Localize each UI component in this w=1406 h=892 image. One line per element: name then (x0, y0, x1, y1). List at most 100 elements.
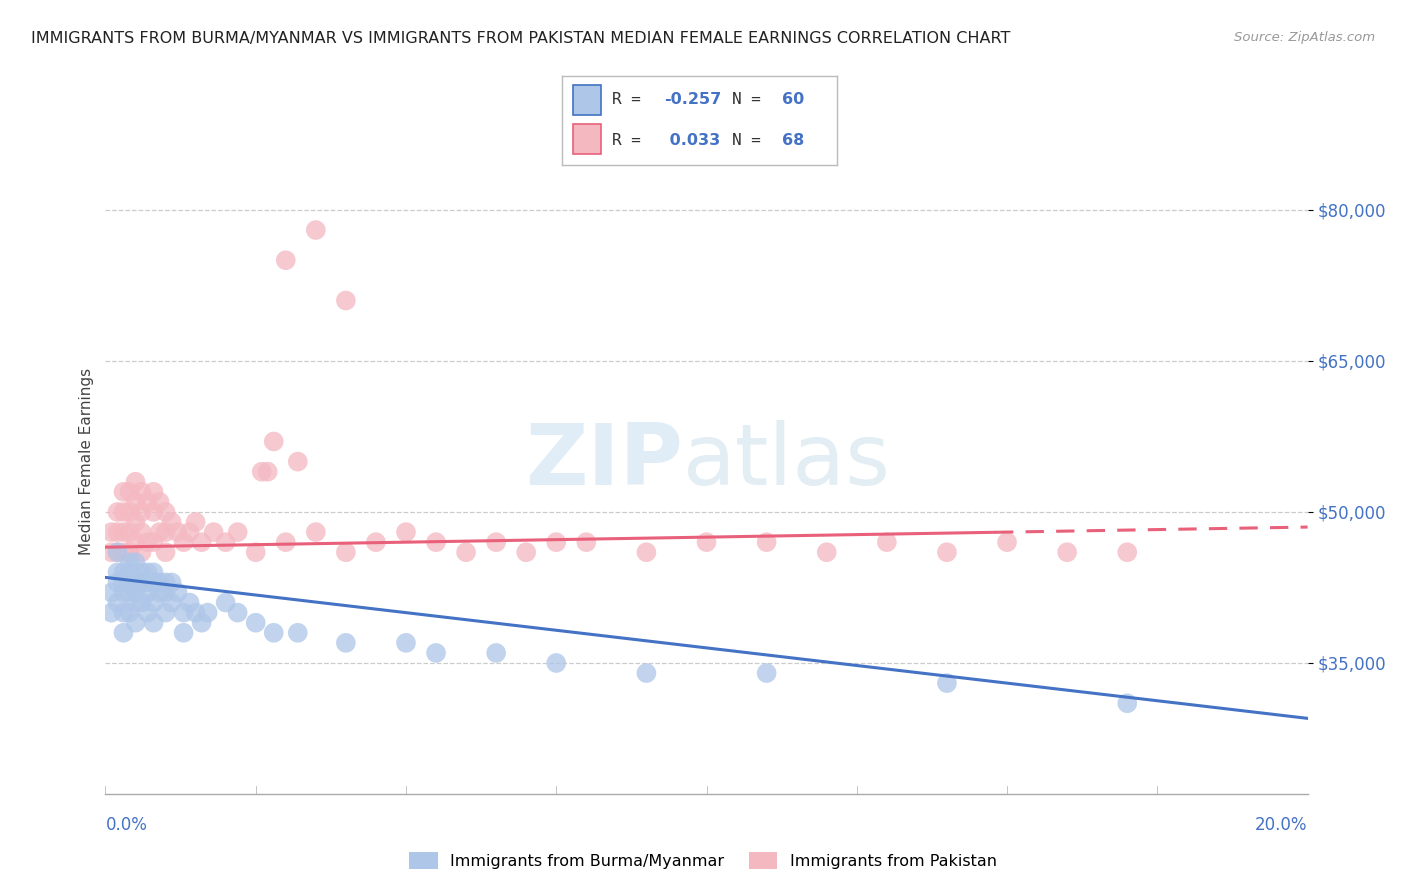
Point (454, 545, 477, 559)
Point (131, 575, 153, 590)
Point (305, 223, 328, 237)
Point (124, 495, 146, 509)
Y-axis label: Median Female Earnings: Median Female Earnings (79, 368, 94, 555)
Point (118, 585, 141, 599)
Point (136, 535, 159, 549)
Point (184, 606, 207, 620)
Point (155, 606, 177, 620)
Point (124, 475, 146, 489)
Point (118, 566, 141, 580)
Point (755, 666, 778, 681)
Point (160, 515, 183, 529)
Point (425, 646, 447, 660)
Point (107, 525, 129, 540)
Point (160, 575, 183, 590)
Point (395, 525, 418, 540)
Point (1056, 545, 1078, 559)
Point (1116, 545, 1139, 559)
Point (696, 535, 718, 549)
Point (575, 535, 598, 549)
Point (335, 293, 357, 308)
Point (636, 666, 658, 681)
Point (136, 566, 159, 580)
Point (142, 535, 165, 549)
Point (142, 505, 165, 519)
Point (100, 606, 122, 620)
Point (173, 535, 195, 549)
Point (131, 525, 153, 540)
Point (287, 625, 309, 640)
Point (131, 505, 153, 519)
Text: ZIP: ZIP (524, 420, 682, 503)
Point (155, 585, 177, 599)
Point (425, 535, 447, 549)
Point (263, 625, 285, 640)
Point (148, 585, 170, 599)
Point (142, 575, 165, 590)
Point (136, 575, 159, 590)
Point (142, 484, 165, 499)
Point (214, 596, 236, 610)
Point (118, 555, 141, 569)
Point (112, 566, 135, 580)
Point (155, 505, 177, 519)
Text: -0.257: -0.257 (664, 93, 721, 107)
Point (166, 585, 188, 599)
Point (546, 656, 568, 670)
Point (202, 525, 225, 540)
Point (155, 525, 177, 540)
Point (263, 434, 285, 449)
Point (995, 535, 1018, 549)
Legend: Immigrants from Burma/Myanmar, Immigrants from Pakistan: Immigrants from Burma/Myanmar, Immigrant… (402, 846, 1004, 875)
Point (131, 545, 153, 559)
Point (274, 535, 297, 549)
Point (131, 596, 153, 610)
Point (148, 575, 170, 590)
Text: N =: N = (733, 93, 770, 107)
Point (124, 585, 146, 599)
Point (118, 606, 141, 620)
Point (131, 484, 153, 499)
Point (160, 596, 183, 610)
Point (112, 606, 135, 620)
Point (136, 585, 159, 599)
Point (107, 596, 129, 610)
Point (112, 525, 135, 540)
Point (876, 535, 898, 549)
Point (1116, 696, 1139, 710)
Point (485, 646, 508, 660)
Point (118, 575, 141, 590)
Text: atlas: atlas (682, 420, 890, 503)
Text: 0.033: 0.033 (664, 134, 720, 148)
FancyBboxPatch shape (574, 85, 600, 115)
Text: R =: R = (612, 93, 650, 107)
Text: R =: R = (612, 134, 650, 148)
Point (112, 625, 135, 640)
Point (124, 575, 146, 590)
Point (515, 545, 537, 559)
Text: 0.0%: 0.0% (105, 816, 148, 834)
Point (287, 455, 309, 469)
Point (184, 515, 207, 529)
Point (190, 535, 212, 549)
Text: 20.0%: 20.0% (1256, 816, 1308, 834)
Point (636, 545, 658, 559)
Point (131, 566, 153, 580)
Point (173, 625, 195, 640)
Point (936, 676, 959, 690)
Text: N =: N = (733, 134, 770, 148)
Point (136, 606, 159, 620)
Point (190, 615, 212, 630)
Point (142, 596, 165, 610)
Point (118, 505, 141, 519)
Point (245, 615, 267, 630)
Point (546, 535, 568, 549)
Point (107, 566, 129, 580)
Point (335, 545, 357, 559)
Point (155, 545, 177, 559)
Point (142, 566, 165, 580)
Text: 68: 68 (782, 134, 804, 148)
Point (274, 253, 297, 268)
Point (100, 585, 122, 599)
Point (166, 525, 188, 540)
